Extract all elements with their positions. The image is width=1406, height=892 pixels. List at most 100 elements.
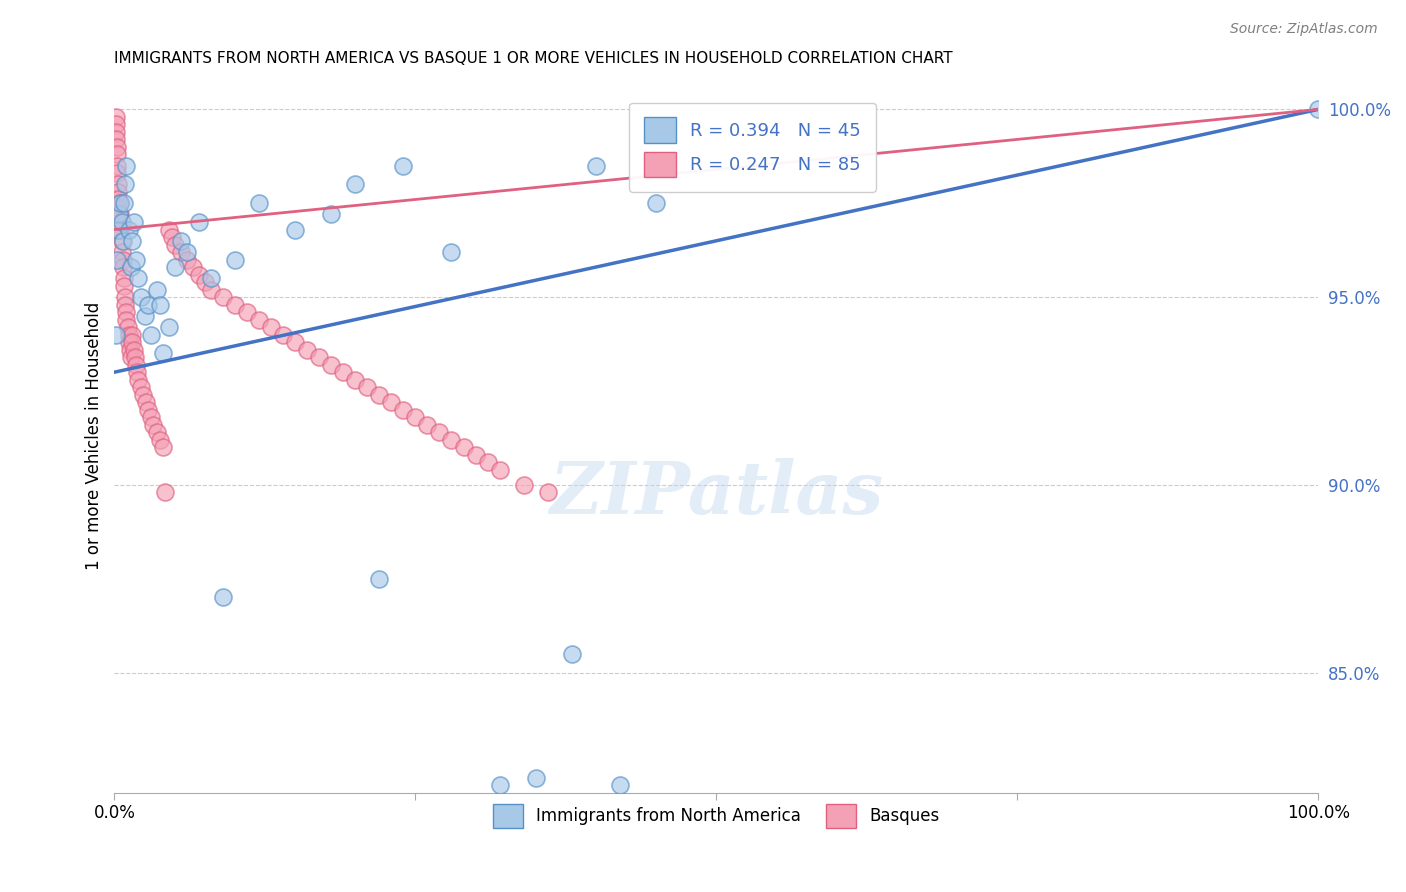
Point — [139, 410, 162, 425]
Point — [115, 305, 138, 319]
Point — [127, 365, 149, 379]
Point — [132, 387, 155, 401]
Point — [609, 778, 631, 792]
Point — [440, 433, 463, 447]
Point — [236, 305, 259, 319]
Point — [111, 260, 134, 274]
Point — [108, 207, 131, 221]
Point — [512, 478, 534, 492]
Text: ZIPatlas: ZIPatlas — [550, 458, 883, 529]
Point — [112, 196, 135, 211]
Point — [145, 283, 167, 297]
Point — [107, 200, 129, 214]
Point — [124, 350, 146, 364]
Point — [105, 140, 128, 154]
Point — [561, 647, 583, 661]
Point — [112, 271, 135, 285]
Point — [224, 297, 246, 311]
Text: Source: ZipAtlas.com: Source: ZipAtlas.com — [1230, 22, 1378, 37]
Point — [127, 271, 149, 285]
Point — [356, 380, 378, 394]
Point — [284, 222, 307, 236]
Point — [169, 234, 191, 248]
Point — [105, 252, 128, 267]
Point — [145, 425, 167, 440]
Point — [404, 410, 426, 425]
Point — [200, 271, 222, 285]
Point — [1308, 103, 1330, 117]
Point — [271, 327, 294, 342]
Point — [153, 485, 176, 500]
Point — [104, 125, 127, 139]
Point — [368, 572, 391, 586]
Point — [319, 358, 342, 372]
Point — [585, 159, 607, 173]
Point — [110, 222, 132, 236]
Y-axis label: 1 or more Vehicles in Household: 1 or more Vehicles in Household — [86, 301, 103, 570]
Point — [110, 196, 132, 211]
Point — [440, 245, 463, 260]
Point — [118, 335, 141, 350]
Point — [344, 373, 367, 387]
Point — [114, 297, 136, 311]
Point — [464, 448, 486, 462]
Point — [176, 245, 198, 260]
Point — [107, 185, 129, 199]
Point — [105, 166, 128, 180]
Point — [129, 380, 152, 394]
Point — [211, 591, 233, 605]
Point — [332, 365, 354, 379]
Point — [176, 252, 198, 267]
Point — [416, 417, 439, 432]
Point — [121, 335, 143, 350]
Point — [114, 290, 136, 304]
Point — [181, 260, 204, 274]
Point — [284, 335, 307, 350]
Point — [111, 234, 134, 248]
Point — [135, 395, 157, 409]
Point — [187, 268, 209, 282]
Point — [120, 343, 142, 357]
Point — [247, 312, 270, 326]
Point — [136, 402, 159, 417]
Point — [524, 771, 547, 785]
Point — [118, 327, 141, 342]
Point — [104, 117, 127, 131]
Text: IMMIGRANTS FROM NORTH AMERICA VS BASQUE 1 OR MORE VEHICLES IN HOUSEHOLD CORRELAT: IMMIGRANTS FROM NORTH AMERICA VS BASQUE … — [114, 51, 953, 66]
Point — [152, 440, 174, 454]
Point — [118, 222, 141, 236]
Point — [211, 290, 233, 304]
Point — [105, 159, 128, 173]
Point — [247, 196, 270, 211]
Point — [117, 320, 139, 334]
Point — [392, 159, 415, 173]
Point — [477, 455, 499, 469]
Point — [111, 252, 134, 267]
Point — [163, 260, 186, 274]
Point — [121, 327, 143, 342]
Point — [429, 425, 451, 440]
Point — [160, 230, 183, 244]
Point — [122, 215, 145, 229]
Point — [112, 278, 135, 293]
Point — [125, 252, 148, 267]
Point — [125, 358, 148, 372]
Point — [453, 440, 475, 454]
Point — [111, 245, 134, 260]
Point — [645, 196, 668, 211]
Point — [110, 196, 132, 211]
Point — [111, 215, 134, 229]
Point — [111, 234, 134, 248]
Point — [108, 215, 131, 229]
Point — [139, 327, 162, 342]
Point — [308, 350, 330, 364]
Point — [105, 147, 128, 161]
Point — [537, 485, 560, 500]
Point — [108, 207, 131, 221]
Point — [127, 373, 149, 387]
Point — [344, 178, 367, 192]
Point — [194, 275, 217, 289]
Point — [107, 222, 129, 236]
Point — [122, 343, 145, 357]
Point — [104, 132, 127, 146]
